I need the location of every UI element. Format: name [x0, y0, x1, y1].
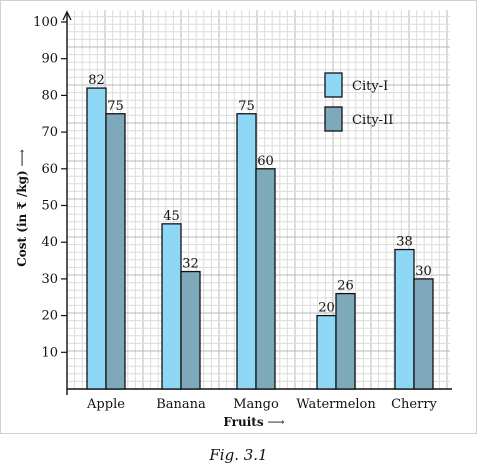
data-label-apple-series-2: 75: [107, 99, 124, 114]
bar-watermelon-series-1: [316, 314, 337, 390]
bar-banana-series-1: [161, 223, 182, 390]
y-tick-label: 70: [41, 125, 58, 140]
legend-swatch-series-1: [324, 72, 343, 98]
bar-apple-series-2: [105, 113, 126, 390]
bar-mango-series-1: [236, 113, 257, 390]
x-tick-label: Cherry: [391, 397, 437, 412]
bar-watermelon-series-2: [335, 292, 356, 390]
figure-caption: Fig. 3.1: [209, 446, 268, 464]
x-axis-label-text: Fruits: [223, 415, 263, 429]
data-label-cherry-series-2: 30: [415, 264, 432, 279]
labels: 8275Apple4532Banana7560Mango2026Watermel…: [86, 73, 437, 429]
data-label-banana-series-1: 45: [163, 209, 180, 224]
y-axis-arrow: [62, 10, 72, 21]
y-axis-label: Cost (in ₹ /kg) ⟶: [15, 149, 29, 267]
data-label-mango-series-1: 75: [238, 99, 255, 114]
x-tick-label: Mango: [233, 397, 279, 412]
bar-apple-series-1: [86, 87, 107, 390]
data-label-cherry-series-1: 38: [396, 235, 413, 250]
y-axis-label-text: Cost (in ₹ /kg): [15, 170, 29, 266]
bar-banana-series-2: [180, 270, 201, 390]
data-label-apple-series-1: 82: [88, 73, 105, 88]
x-tick-label: Apple: [86, 397, 125, 412]
y-tick-label: 50: [41, 199, 58, 214]
y-tick-label: 80: [41, 88, 58, 103]
legend-swatch-series-2: [324, 106, 343, 132]
y-tick-label: 30: [41, 272, 58, 287]
legend-label-series-1: City-I: [352, 79, 388, 94]
y-tick-label: 20: [41, 309, 58, 324]
x-tick-label: Watermelon: [296, 397, 376, 412]
bar-cherry-series-1: [394, 248, 415, 390]
axes: 10 20 30 40 50 60 70 80 90 100 Cost (in ₹ /kg) ⟶: [15, 10, 452, 395]
bar-cherry-series-2: [413, 278, 434, 390]
legend: City-I City-II: [324, 72, 393, 132]
y-tick-label: 100: [33, 15, 58, 30]
x-axis-label-arrow: ⟶: [264, 415, 285, 429]
data-label-mango-series-2: 60: [257, 154, 274, 169]
y-tick-label: 40: [41, 235, 58, 250]
data-label-watermelon-series-1: 20: [318, 301, 335, 316]
y-axis-label-arrow: ⟶: [15, 149, 29, 170]
y-tick-label: 90: [41, 52, 58, 67]
data-label-watermelon-series-2: 26: [337, 279, 354, 294]
bars: [86, 87, 434, 390]
bar-chart: 10 20 30 40 50 60 70 80 90 100 Cost (in ₹ /kg) ⟶ 8…: [0, 0, 477, 434]
y-tick-label: 10: [41, 345, 58, 360]
data-label-banana-series-2: 32: [182, 257, 199, 272]
x-axis-label: Fruits ⟶: [223, 415, 284, 429]
legend-label-series-2: City-II: [352, 113, 393, 128]
x-tick-label: Banana: [156, 397, 206, 412]
y-tick-label: 60: [41, 162, 58, 177]
bar-mango-series-2: [255, 168, 276, 390]
